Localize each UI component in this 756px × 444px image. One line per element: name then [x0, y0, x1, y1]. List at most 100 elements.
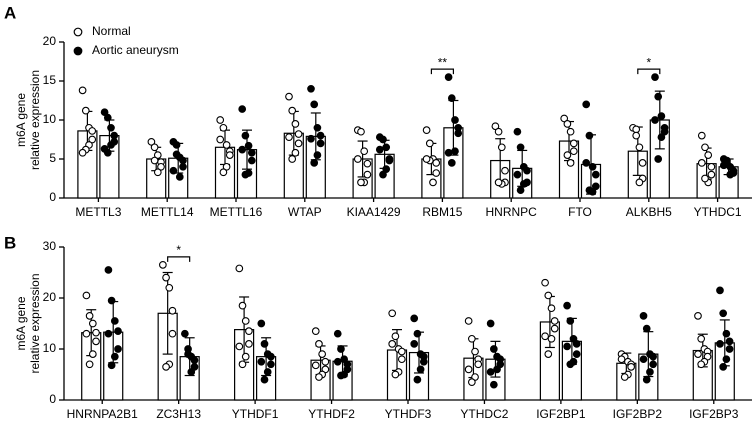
y-tick-label: 20: [43, 290, 57, 304]
data-point: [103, 113, 112, 122]
data-point: [725, 337, 734, 346]
significance-bracket: [167, 256, 191, 262]
data-point: [516, 186, 525, 195]
data-point: [497, 143, 506, 152]
data-point: [467, 378, 476, 387]
data-point: [267, 352, 275, 361]
data-point: [316, 139, 325, 148]
data-point: [285, 133, 293, 142]
data-point: [357, 178, 365, 187]
data-point: [719, 309, 728, 318]
data-point: [467, 334, 476, 343]
data-point: [694, 350, 702, 358]
data-point: [216, 116, 225, 124]
data-point: [410, 340, 419, 348]
x-tick-label: YTHDC2: [460, 407, 508, 421]
data-point: [187, 368, 196, 376]
data-point: [642, 375, 651, 384]
data-point: [397, 355, 406, 364]
data-point: [657, 112, 666, 120]
data-point: [165, 283, 174, 292]
data-point: [638, 159, 647, 167]
data-point: [169, 166, 178, 175]
y-axis-label: relative expression: [28, 273, 42, 373]
x-tick-label: HNRNPC: [486, 205, 538, 219]
data-point: [245, 327, 253, 336]
data-point: [707, 170, 716, 179]
data-point: [716, 340, 724, 348]
data-point: [385, 156, 394, 165]
data-point: [646, 368, 654, 376]
data-point: [179, 162, 187, 171]
data-point: [88, 127, 97, 135]
data-point: [235, 264, 244, 273]
data-point: [454, 129, 463, 138]
data-point: [360, 147, 369, 156]
data-point: [222, 162, 231, 171]
data-point: [310, 100, 319, 109]
data-point: [620, 373, 629, 381]
data-point: [635, 143, 644, 152]
data-point: [162, 363, 170, 371]
data-point: [582, 159, 591, 167]
x-tick-label: HNRNPA2B1: [67, 407, 138, 421]
data-point: [444, 148, 453, 157]
data-point: [726, 170, 735, 179]
data-point: [550, 317, 559, 325]
data-point: [572, 350, 581, 358]
data-point: [190, 356, 199, 365]
data-point: [82, 291, 91, 300]
data-point: [516, 143, 525, 152]
data-point: [432, 169, 441, 177]
data-point: [541, 332, 549, 341]
data-point: [353, 155, 362, 163]
data-point: [464, 317, 473, 325]
data-point: [238, 360, 247, 369]
y-axis-label: relative expression: [28, 70, 42, 170]
data-point: [585, 186, 594, 195]
data-point: [114, 327, 122, 336]
data-point: [100, 108, 109, 117]
data-point: [247, 148, 256, 157]
data-point: [697, 159, 706, 167]
x-tick-label: WTAP: [288, 205, 322, 219]
data-point: [321, 357, 330, 366]
data-point: [257, 319, 266, 328]
data-point: [707, 162, 716, 171]
data-point: [413, 329, 422, 338]
data-point: [92, 337, 100, 346]
data-point: [294, 130, 303, 138]
data-point: [429, 178, 437, 187]
significance-bracket: [637, 68, 661, 75]
data-point: [382, 165, 391, 173]
data-point: [388, 309, 397, 318]
data-point: [179, 156, 187, 165]
data-point: [216, 135, 225, 144]
x-tick-label: METTL14: [141, 205, 194, 219]
data-point: [82, 329, 91, 338]
data-point: [110, 131, 119, 140]
x-tick-label: ALKBH5: [626, 205, 672, 219]
data-point: [288, 106, 297, 115]
data-point: [81, 106, 90, 115]
data-point: [337, 345, 345, 353]
data-point: [260, 340, 269, 348]
significance-bracket: [430, 68, 454, 75]
data-point: [162, 273, 170, 282]
y-tick-label: 20: [43, 34, 57, 48]
data-point: [238, 301, 247, 310]
data-point: [447, 159, 456, 167]
data-point: [313, 123, 322, 132]
data-point: [486, 368, 495, 376]
data-point: [363, 170, 372, 179]
x-tick-label: YTHDF3: [385, 407, 432, 421]
data-point: [107, 141, 115, 149]
data-point: [701, 174, 709, 183]
data-point: [107, 361, 116, 370]
data-point: [541, 278, 549, 287]
data-point: [410, 314, 419, 323]
data-point: [588, 162, 597, 171]
y-axis-label: m6A gene: [14, 93, 28, 147]
data-point: [432, 159, 441, 167]
